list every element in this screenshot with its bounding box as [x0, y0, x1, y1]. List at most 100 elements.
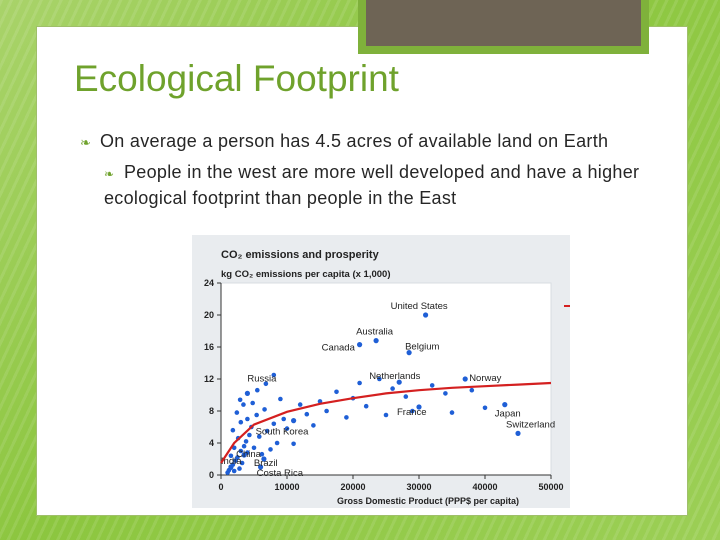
bullet-level-2: ❧ People in the west are more well develo…	[104, 160, 644, 210]
data-point	[228, 453, 234, 459]
data-point	[469, 387, 475, 393]
point-label: Brazil	[254, 458, 278, 469]
data-point	[230, 427, 236, 433]
data-point	[357, 380, 362, 386]
y-tick-label: 12	[204, 374, 214, 384]
data-point	[268, 447, 273, 452]
data-point	[239, 460, 245, 466]
data-point	[271, 421, 277, 427]
data-point	[274, 440, 280, 446]
data-point-labeled	[228, 464, 234, 470]
data-point	[449, 410, 455, 415]
point-label: Switzerland	[506, 419, 555, 430]
data-point	[245, 416, 250, 422]
x-tick-label: 10000	[274, 482, 299, 492]
data-point	[304, 411, 310, 417]
data-point	[255, 387, 260, 393]
data-point-labeled	[416, 404, 422, 410]
y-axis-label: kg CO₂ emissions per capita (x 1,000)	[221, 269, 390, 280]
y-tick-label: 20	[204, 310, 214, 320]
point-label: Canada	[322, 343, 356, 354]
data-point	[259, 451, 265, 457]
leaf-bullet-icon: ❧	[104, 167, 115, 181]
data-point-labeled	[357, 342, 363, 348]
data-point-labeled	[423, 312, 429, 318]
data-point-labeled	[502, 402, 508, 408]
point-label: France	[397, 407, 427, 418]
point-label: Japan	[495, 409, 521, 420]
data-point	[243, 439, 249, 444]
data-point	[284, 426, 290, 431]
data-point	[247, 432, 252, 438]
data-point-labeled	[515, 430, 521, 436]
data-point	[377, 376, 382, 382]
data-point	[241, 443, 247, 449]
data-point	[311, 423, 316, 428]
bullet-text: People in the west are more well develop…	[104, 162, 640, 208]
axes-group: 0 10000 20000 30000 40000 50000 0 4 8 12 16 20 24	[204, 278, 564, 492]
x-tick-label: 20000	[340, 482, 365, 492]
decorative-tab-inner	[366, 0, 641, 46]
data-point-labeled	[291, 418, 297, 424]
data-point	[234, 410, 240, 415]
data-point	[324, 408, 329, 414]
point-label: Norway	[469, 373, 501, 384]
data-point-labeled	[241, 452, 247, 458]
point-label: South Korea	[256, 427, 310, 438]
bullet-level-1: ❧ On average a person has 4.5 acres of av…	[80, 131, 608, 152]
data-point-labeled	[373, 338, 379, 344]
data-point	[482, 405, 488, 411]
data-point	[251, 445, 257, 451]
data-point	[254, 412, 259, 418]
data-point	[297, 402, 303, 407]
point-label: United States	[391, 301, 448, 312]
y-tick-label: 4	[209, 438, 214, 448]
co2-prosperity-chart: CO₂ emissions and prosperity kg CO₂ emis…	[192, 235, 570, 508]
data-point	[263, 381, 269, 387]
data-point	[237, 466, 242, 471]
data-point	[334, 389, 339, 395]
data-point	[410, 408, 415, 414]
y-tick-label: 16	[204, 342, 214, 352]
y-tick-label: 24	[204, 278, 214, 288]
data-point-labeled	[244, 390, 250, 396]
x-tick-label: 30000	[406, 482, 431, 492]
data-point	[262, 407, 267, 412]
data-point	[443, 391, 448, 396]
data-point	[383, 412, 389, 418]
trend-line	[220, 381, 552, 464]
leaf-bullet-icon: ❧	[80, 135, 92, 150]
data-point	[271, 372, 277, 378]
data-point-labeled	[261, 456, 267, 462]
point-label: Russia	[247, 373, 277, 384]
data-point	[241, 402, 246, 407]
data-point	[238, 448, 244, 454]
data-point	[344, 415, 349, 420]
data-point	[238, 419, 244, 425]
y-tick-label: 0	[209, 470, 214, 480]
data-point	[250, 400, 255, 406]
point-label: Australia	[356, 327, 394, 338]
data-point-labeled	[406, 350, 412, 356]
chart-title: CO₂ emissions and prosperity	[221, 249, 380, 261]
data-point	[231, 468, 237, 474]
slide-title: Ecological Footprint	[74, 58, 399, 99]
point-label: Belgium	[405, 342, 439, 353]
x-tick-label: 0	[218, 482, 223, 492]
point-label: Netherlands	[369, 371, 420, 382]
data-point	[291, 441, 296, 447]
point-label: India	[221, 456, 242, 467]
data-point-labeled	[462, 376, 468, 382]
data-point-labeled	[258, 464, 264, 470]
data-point	[264, 428, 270, 434]
data-point	[429, 383, 435, 388]
data-point	[363, 403, 369, 409]
data-point	[390, 386, 395, 391]
y-tick-label: 8	[209, 406, 214, 416]
point-label: China	[236, 449, 262, 460]
data-point	[256, 434, 262, 439]
data-point	[281, 416, 286, 422]
point-label: Costa Rica	[257, 468, 304, 479]
data-point	[237, 397, 243, 403]
